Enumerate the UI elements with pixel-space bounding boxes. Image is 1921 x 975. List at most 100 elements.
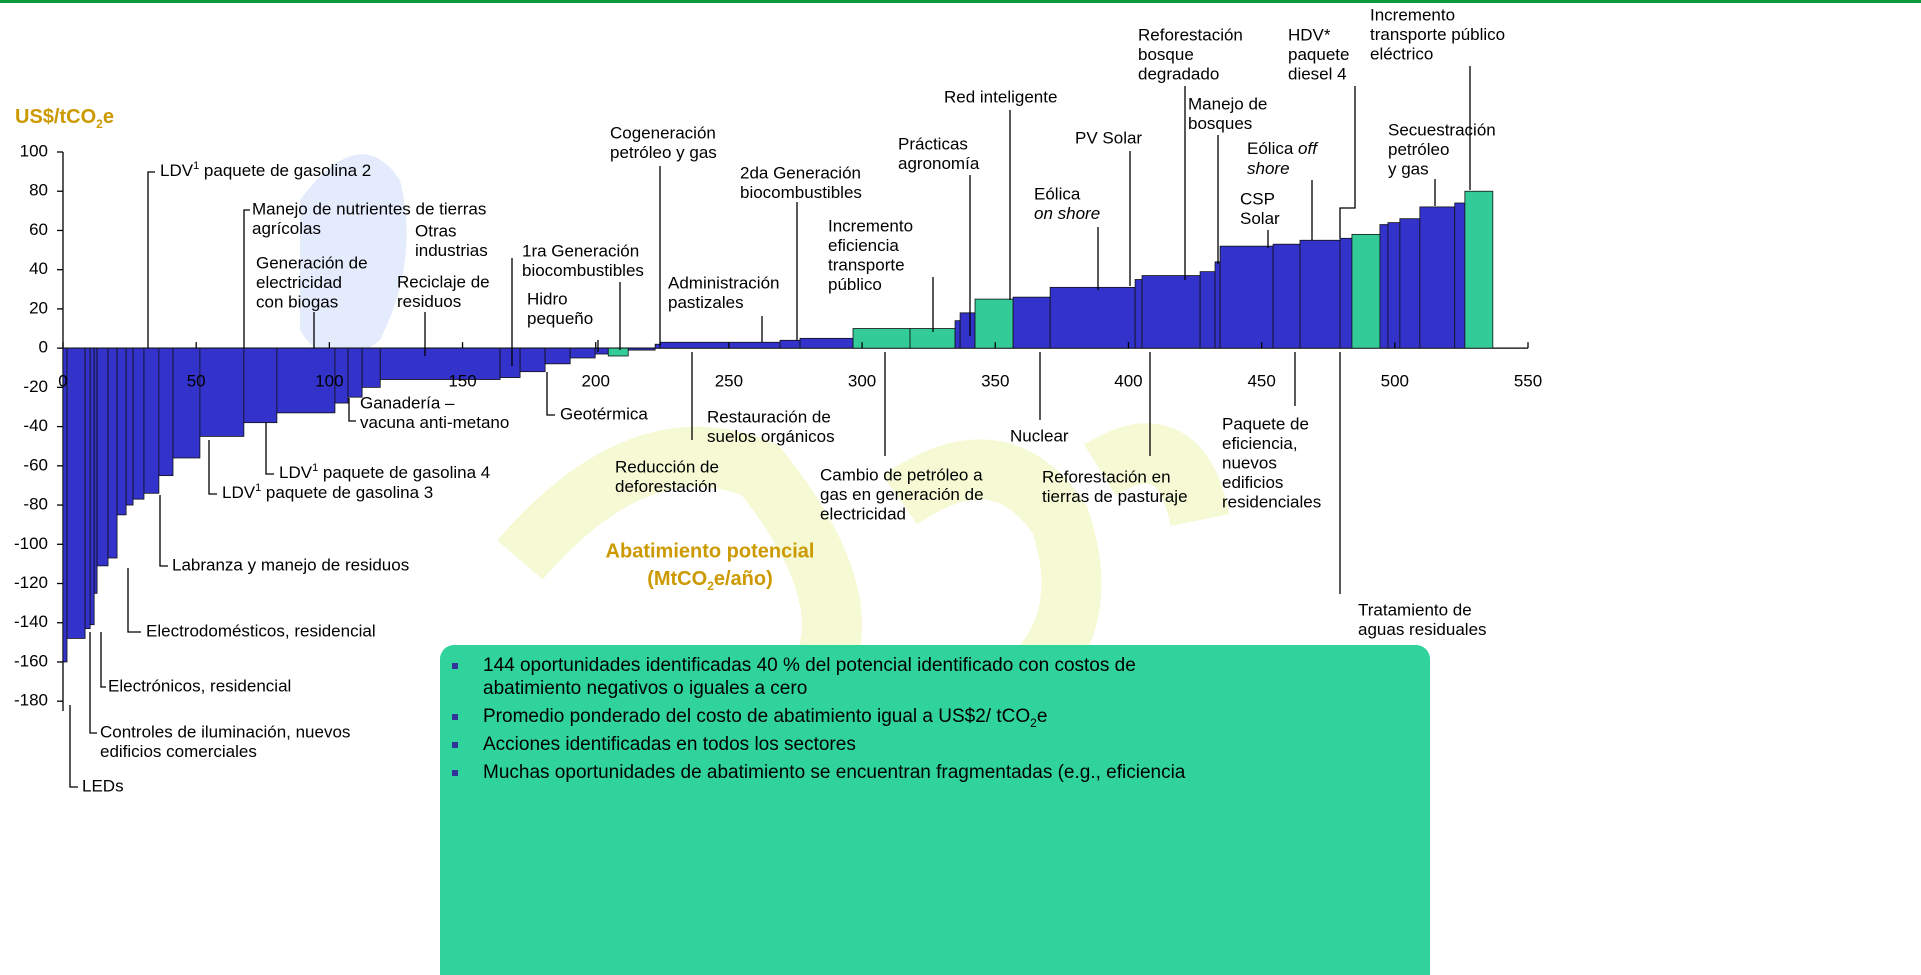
annotation: gas en generación de xyxy=(820,485,984,504)
annotation: transporte xyxy=(828,255,905,274)
annotation-part: paquete de gasolina 3 xyxy=(261,483,433,502)
bar xyxy=(1299,239,1341,349)
annotation: Restauración de xyxy=(707,407,831,426)
annotation: Generación de xyxy=(256,253,368,272)
annotation: Electrodomésticos, residencial xyxy=(146,621,376,640)
bullet-text: 144 oportunidades identificadas 40 % del… xyxy=(483,655,1136,676)
y-tick-label: 0 xyxy=(39,338,48,357)
bar xyxy=(959,312,976,349)
y-tick-label: -160 xyxy=(14,651,48,670)
bullet-text: abatimiento negativos o iguales a cero xyxy=(483,678,807,699)
y-tick-label: -20 xyxy=(23,377,48,396)
bar xyxy=(347,347,363,398)
bar xyxy=(544,347,571,365)
annotation: Reciclaje de xyxy=(397,272,490,291)
x-axis-title-part: (MtCO xyxy=(647,568,707,590)
annotation: bosque xyxy=(1138,45,1194,64)
annotation: transporte público xyxy=(1370,25,1505,44)
y-tick-label: -60 xyxy=(23,455,48,474)
annotation: pastizales xyxy=(668,293,744,312)
x-tick-label: 150 xyxy=(448,371,476,390)
annotation: Paquete de xyxy=(1222,414,1309,433)
bar xyxy=(1399,218,1421,349)
bullet-text-part: 2 xyxy=(1030,716,1037,730)
y-axis-title: US$/tCO2e xyxy=(15,106,114,131)
bullet-marker xyxy=(452,770,458,776)
x-tick-label: 550 xyxy=(1514,371,1542,390)
bar xyxy=(125,347,134,506)
annotation: Reforestación en xyxy=(1042,467,1171,486)
annotation: público xyxy=(828,275,882,294)
bar xyxy=(1199,271,1216,349)
annotation: petróleo y gas xyxy=(610,143,717,162)
bar xyxy=(1134,279,1143,349)
annotation: vacuna anti-metano xyxy=(360,413,509,432)
bar xyxy=(93,347,98,594)
bar xyxy=(158,347,174,477)
x-axis-title-part: e/año) xyxy=(714,568,773,590)
x-tick-label: 200 xyxy=(582,371,610,390)
leader-line xyxy=(147,171,155,348)
annotation: on shore xyxy=(1034,204,1100,223)
annotation: Solar xyxy=(1240,209,1280,228)
annotation: Secuestración xyxy=(1388,120,1496,139)
bar xyxy=(1214,261,1221,349)
annotation: Electrónicos, residencial xyxy=(108,676,291,695)
bar xyxy=(1419,206,1456,349)
bar xyxy=(569,347,596,359)
annotation-part: 1 xyxy=(193,160,199,172)
annotation: electricidad xyxy=(820,504,906,523)
annotation: eficiencia xyxy=(828,236,899,255)
x-tick-label: 50 xyxy=(187,371,206,390)
bar xyxy=(607,347,629,357)
bar xyxy=(89,347,95,626)
annotation: LEDs xyxy=(82,776,124,795)
x-tick-label: 400 xyxy=(1114,371,1142,390)
bar xyxy=(62,347,68,663)
annotation: tierras de pasturaje xyxy=(1042,487,1188,506)
bar xyxy=(519,347,546,373)
annotation: diesel 4 xyxy=(1288,64,1347,83)
x-tick-label: 100 xyxy=(315,371,343,390)
bullet-text: Promedio ponderado del costo de abatimie… xyxy=(483,706,1047,730)
bar xyxy=(954,320,961,349)
bar xyxy=(276,347,336,414)
y-tick-label: -120 xyxy=(14,573,48,592)
annotation-part: LDV xyxy=(222,483,256,502)
bar xyxy=(1387,222,1401,349)
bar xyxy=(1219,245,1274,349)
x-tick-label: 450 xyxy=(1247,371,1275,390)
annotation: Hidro xyxy=(527,289,568,308)
annotation: agronomía xyxy=(898,154,980,173)
annotation-part: 1 xyxy=(255,482,261,494)
bullet-marker xyxy=(452,663,458,669)
y-tick-label: -40 xyxy=(23,416,48,435)
leader-line xyxy=(127,568,141,633)
bar xyxy=(1464,190,1494,349)
annotation: Eólica xyxy=(1034,184,1081,203)
bullet-marker xyxy=(452,714,458,720)
y-tick-label: -180 xyxy=(14,691,48,710)
annotation: Reforestación xyxy=(1138,25,1243,44)
bar xyxy=(799,337,854,349)
bar xyxy=(116,347,127,516)
annotation: residenciales xyxy=(1222,492,1321,511)
annotation: Red inteligente xyxy=(944,87,1057,106)
annotation: agrícolas xyxy=(252,219,321,238)
y-tick-label: 100 xyxy=(20,141,48,160)
annotation: Cambio de petróleo a xyxy=(820,465,983,484)
bar xyxy=(1049,286,1136,349)
annotation: Controles de iluminación, nuevos xyxy=(100,722,350,741)
bar xyxy=(172,347,201,459)
annotation: Incremento xyxy=(828,216,913,235)
bar xyxy=(659,341,781,349)
annotation: Manejo de nutrientes de tierras xyxy=(252,199,486,218)
annotation-part: paquete de gasolina 4 xyxy=(318,463,490,482)
annotation: paquete xyxy=(1288,45,1349,64)
bar xyxy=(1012,296,1051,349)
bar xyxy=(132,347,145,500)
x-axis-title: Abatimiento potencial xyxy=(606,540,815,562)
annotation-part: off xyxy=(1298,139,1319,158)
annotation: y gas xyxy=(1388,159,1429,178)
